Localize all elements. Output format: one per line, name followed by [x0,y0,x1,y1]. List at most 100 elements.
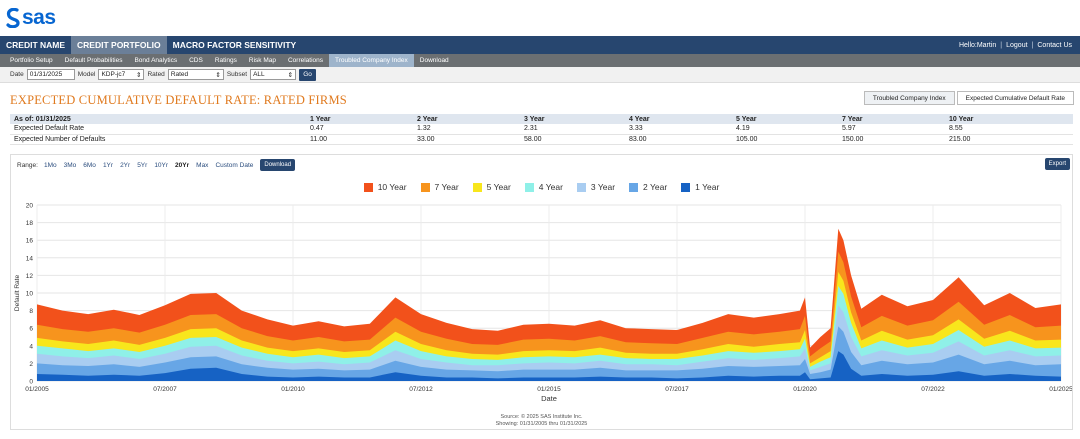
subset-select[interactable]: ALL ⇕ [250,69,297,80]
model-select[interactable]: KDP-jc7 ⇕ [98,69,145,80]
chart-panel: Range: 1Mo 3Mo 6Mo 1Yr 2Yr 5Yr 10Yr 20Yr… [10,154,1073,430]
sas-logo-text: sas [22,6,56,29]
y-tick-label: 18 [26,220,34,227]
legend-item[interactable]: 7 Year [420,182,459,192]
y-tick-label: 2 [29,361,33,368]
y-axis-title: Default Rate [14,275,21,312]
table-cell: 58.00 [520,134,625,145]
subnav-portfolio-setup[interactable]: Portfolio Setup [10,57,53,64]
subnav-download[interactable]: Download [419,57,449,64]
range-3mo[interactable]: 3Mo [63,161,77,169]
view-tabs: Troubled Company Index Expected Cumulati… [863,91,1074,105]
legend-swatch [420,182,430,192]
horizon-header: 4 Year [625,114,732,124]
select-arrows-icon: ⇕ [215,71,221,79]
date-input[interactable]: 01/31/2025 [26,69,75,80]
subnav-correlations[interactable]: Correlations [287,57,324,64]
row-label: Expected Number of Defaults [10,134,306,145]
subnav-risk-map[interactable]: Risk Map [248,57,276,64]
legend-item[interactable]: 3 Year [576,182,616,192]
range-20yr[interactable]: 20Yr [175,161,190,169]
legend-swatch [681,182,691,192]
legend-item[interactable]: 2 Year [629,182,667,192]
table-cell: 4.19 [732,124,838,135]
default-rate-chart: 0 2 4 6 8 10 12 14 16 18 20 01/2005 07/2007 01/2010 07… [14,203,1072,403]
subnav-troubled-company-index[interactable]: Troubled Company Index [329,54,414,67]
divider: | [1031,41,1034,49]
range-2yr[interactable]: 2Yr [120,161,131,169]
horizon-header: 10 Year [945,114,1073,124]
horizon-header: 7 Year [838,114,945,124]
user-greeting: Hello:Martin [958,41,997,49]
legend-item[interactable]: 5 Year [472,182,511,192]
download-button[interactable]: Download [260,159,296,171]
legend-label: 1 Year [695,182,720,192]
tab-expected-cumulative-default-rate[interactable]: Expected Cumulative Default Rate [956,91,1074,105]
subnav-cds[interactable]: CDS [189,57,203,64]
range-custom-date[interactable]: Custom Date [215,161,254,169]
legend-item[interactable]: 10 Year [363,182,407,192]
range-10yr[interactable]: 10Yr [154,161,169,169]
subset-value: ALL [253,71,265,78]
x-tick-label: 01/2015 [537,386,561,393]
tab-troubled-company-index[interactable]: Troubled Company Index [863,91,955,105]
range-label: Range: [17,161,38,169]
summary-table: As of: 01/31/2025 1 Year 2 Year 3 Year 4… [10,114,1073,145]
table-cell: 3.33 [625,124,732,135]
export-button[interactable]: Export [1044,158,1070,170]
tab-credit-portfolio[interactable]: CREDIT PORTFOLIO [71,36,167,54]
tab-credit-name[interactable]: CREDIT NAME [6,40,66,50]
select-arrows-icon: ⇕ [287,71,294,79]
table-cell: 105.00 [732,134,838,145]
y-tick-label: 8 [29,308,33,315]
range-1yr[interactable]: 1Yr [102,161,114,169]
legend-swatch [363,182,373,192]
go-button[interactable]: Go [299,68,317,81]
legend-swatch [524,182,534,192]
summary-header-row: As of: 01/31/2025 1 Year 2 Year 3 Year 4… [10,114,1073,124]
select-arrows-icon: ⇕ [136,71,142,79]
table-row: Expected Default Rate 0.47 1.32 2.31 3.3… [10,124,1073,135]
y-tick-label: 12 [26,273,34,280]
table-cell: 8.55 [945,124,1073,135]
range-6mo[interactable]: 6Mo [83,161,96,169]
x-tick-label: 01/2010 [281,386,305,393]
title-row: EXPECTED CUMULATIVE DEFAULT RATE: RATED … [0,89,1080,111]
x-tick-label: 01/2025 [1049,386,1072,393]
legend-item[interactable]: 4 Year [524,182,563,192]
y-tick-label: 16 [26,238,34,245]
legend-label: 4 Year [538,182,563,192]
model-value: KDP-jc7 [101,71,126,78]
x-tick-label: 07/2017 [665,386,689,393]
horizon-header: 2 Year [413,114,520,124]
filter-bar: Date 01/31/2025 Model KDP-jc7 ⇕ Rated Rat… [0,67,1080,83]
legend-swatch [576,182,586,192]
table-cell: 5.97 [838,124,945,135]
subnav-default-probabilities[interactable]: Default Probabilities [64,57,123,64]
model-label: Model [77,71,96,78]
legend-label: 2 Year [643,182,668,192]
legend-label: 3 Year [590,182,616,192]
legend-item[interactable]: 1 Year [681,182,719,192]
tab-macro-factor-sensitivity[interactable]: MACRO FACTOR SENSITIVITY [172,40,297,50]
sub-nav: Portfolio Setup Default Probabilities Bo… [0,54,1080,67]
table-cell: 83.00 [625,134,732,145]
x-tick-label: 07/2022 [921,386,945,393]
x-tick-label: 07/2012 [409,386,433,393]
sas-logo[interactable]: sas [6,6,56,30]
series-area-2-year [37,326,1061,381]
x-tick-label: 01/2005 [25,386,49,393]
range-max[interactable]: Max [196,161,209,169]
legend-label: 7 Year [434,182,459,192]
y-tick-label: 10 [26,291,34,298]
page-title: EXPECTED CUMULATIVE DEFAULT RATE: RATED … [10,93,347,107]
range-1mo[interactable]: 1Mo [43,161,57,169]
rated-select[interactable]: Rated ⇕ [167,69,224,80]
x-tick-label: 01/2020 [793,386,817,393]
logout-link[interactable]: Logout [1006,41,1028,49]
legend-label: 5 Year [486,182,511,192]
range-5yr[interactable]: 5Yr [137,161,148,169]
subnav-ratings[interactable]: Ratings [214,57,237,64]
contact-us-link[interactable]: Contact Us [1037,41,1072,49]
subnav-bond-analytics[interactable]: Bond Analytics [134,57,178,64]
